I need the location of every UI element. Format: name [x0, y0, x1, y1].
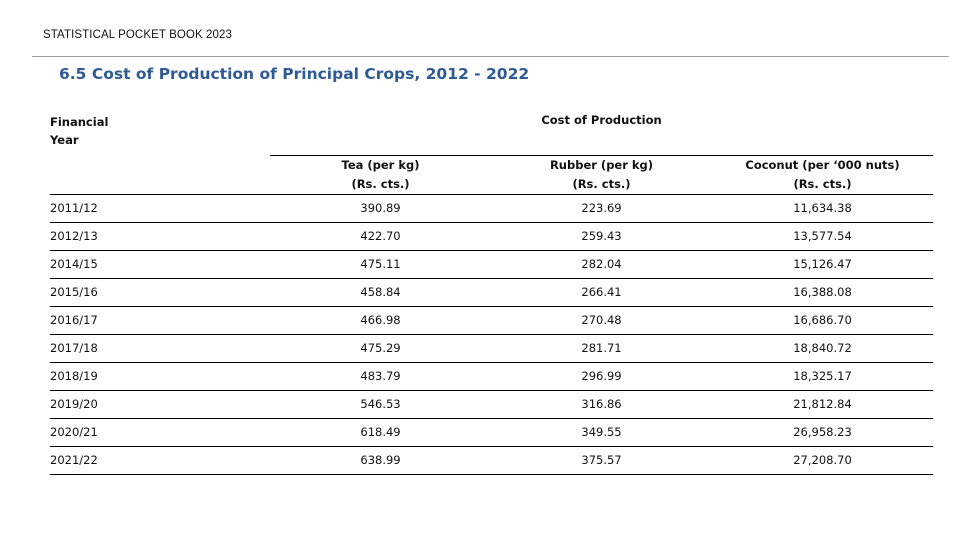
tea-cost-cell: 475.11	[270, 250, 491, 279]
rubber-cost-cell: 296.99	[491, 362, 712, 391]
coconut-cost-cell: 15,126.47	[712, 250, 933, 279]
table-row: 2011/12 390.89 223.69 11,634.38	[50, 194, 933, 223]
financial-year-header-line2: Year	[50, 133, 79, 147]
year-cell: 2021/22	[50, 446, 270, 475]
tea-cost-cell: 483.79	[270, 362, 491, 391]
table-row: 2019/20 546.53 316.86 21,812.84	[50, 390, 933, 419]
coconut-column-name: Coconut (per ‘000 nuts)	[745, 157, 900, 172]
year-cell: 2020/21	[50, 418, 270, 447]
financial-year-header-line1: Financial	[50, 115, 109, 129]
year-cell: 2019/20	[50, 390, 270, 419]
rubber-cost-cell: 223.69	[491, 194, 712, 223]
rubber-cost-cell: 259.43	[491, 222, 712, 251]
tea-cost-cell: 475.29	[270, 334, 491, 363]
coconut-cost-cell: 18,325.17	[712, 362, 933, 391]
year-cell: 2011/12	[50, 194, 270, 223]
tea-cost-cell: 466.98	[270, 306, 491, 335]
table-row: 2017/18 475.29 281.71 18,840.72	[50, 334, 933, 363]
tea-cost-cell: 390.89	[270, 194, 491, 223]
tea-cost-cell: 618.49	[270, 418, 491, 447]
column-header-coconut: Coconut (per ‘000 nuts) (Rs. cts.)	[712, 155, 933, 195]
column-header-rubber: Rubber (per kg) (Rs. cts.)	[491, 155, 712, 195]
table-row: 2016/17 466.98 270.48 16,686.70	[50, 306, 933, 335]
rubber-column-name: Rubber (per kg)	[549, 157, 654, 172]
year-cell: 2016/17	[50, 306, 270, 335]
tea-cost-cell: 638.99	[270, 446, 491, 475]
tea-cost-cell: 546.53	[270, 390, 491, 419]
coconut-cost-cell: 27,208.70	[712, 446, 933, 475]
table-row: 2012/13 422.70 259.43 13,577.54	[50, 222, 933, 251]
rubber-cost-cell: 375.57	[491, 446, 712, 475]
coconut-cost-cell: 13,577.54	[712, 222, 933, 251]
year-cell: 2017/18	[50, 334, 270, 363]
year-cell: 2012/13	[50, 222, 270, 251]
financial-year-header: Financial Year	[50, 113, 270, 195]
tea-column-unit: (Rs. cts.)	[351, 176, 410, 191]
year-cell: 2015/16	[50, 278, 270, 307]
tea-cost-cell: 458.84	[270, 278, 491, 307]
year-cell: 2018/19	[50, 362, 270, 391]
coconut-column-unit: (Rs. cts.)	[793, 176, 852, 191]
tea-cost-cell: 422.70	[270, 222, 491, 251]
table-row: 2014/15 475.11 282.04 15,126.47	[50, 250, 933, 279]
header-divider	[32, 56, 949, 57]
cost-of-production-table: Financial Year Cost of Production Tea (p…	[50, 113, 933, 475]
coconut-cost-cell: 11,634.38	[712, 194, 933, 223]
rubber-cost-cell: 349.55	[491, 418, 712, 447]
table-row: 2021/22 638.99 375.57 27,208.70	[50, 446, 933, 475]
coconut-cost-cell: 16,686.70	[712, 306, 933, 335]
coconut-cost-cell: 21,812.84	[712, 390, 933, 419]
rubber-cost-cell: 316.86	[491, 390, 712, 419]
rubber-cost-cell: 281.71	[491, 334, 712, 363]
rubber-cost-cell: 270.48	[491, 306, 712, 335]
table-row: 2015/16 458.84 266.41 16,388.08	[50, 278, 933, 307]
coconut-cost-cell: 18,840.72	[712, 334, 933, 363]
year-cell: 2014/15	[50, 250, 270, 279]
cost-of-production-group-header: Cost of Production	[270, 113, 933, 156]
document-header: STATISTICAL POCKET BOOK 2023	[43, 29, 232, 41]
rubber-cost-cell: 266.41	[491, 278, 712, 307]
coconut-cost-cell: 16,388.08	[712, 278, 933, 307]
column-header-tea: Tea (per kg) (Rs. cts.)	[270, 155, 491, 195]
rubber-cost-cell: 282.04	[491, 250, 712, 279]
table-row: 2020/21 618.49 349.55 26,958.23	[50, 418, 933, 447]
table-title: 6.5 Cost of Production of Principal Crop…	[59, 65, 530, 83]
rubber-column-unit: (Rs. cts.)	[572, 176, 631, 191]
coconut-cost-cell: 26,958.23	[712, 418, 933, 447]
tea-column-name: Tea (per kg)	[341, 157, 420, 172]
table-row: 2018/19 483.79 296.99 18,325.17	[50, 362, 933, 391]
